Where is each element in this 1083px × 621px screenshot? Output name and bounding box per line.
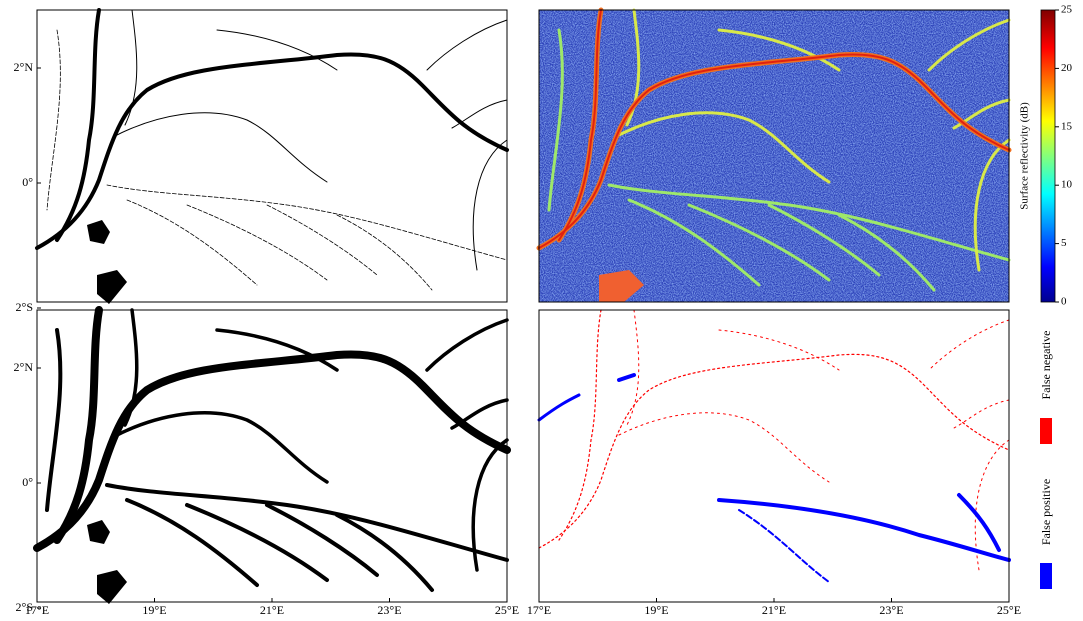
panel-errors [539, 310, 1009, 602]
legend-label: False positive [1039, 479, 1053, 545]
colorbar-tick-label: 0 [1061, 296, 1067, 308]
lon-tick-label: 23°E [377, 603, 401, 617]
lat-tick-label: 2°N [14, 60, 34, 74]
lon-tick-label: 25°E [997, 603, 1021, 617]
figure: Surface reflectivity (dB) False negative… [0, 0, 1083, 621]
lat-tick-label: 0° [22, 475, 33, 489]
lon-tick-label: 19°E [644, 603, 668, 617]
panel-reflectivity [539, 10, 1009, 302]
legend-swatch [1040, 563, 1052, 589]
lat-tick-label: 2°S [16, 600, 33, 614]
panel-prediction [37, 310, 507, 604]
lon-tick-label: 17°E [527, 603, 551, 617]
lat-tick-label: 2°S [16, 300, 33, 314]
colorbar-tick-label: 15 [1061, 120, 1073, 132]
colorbar-tick-label: 25 [1061, 4, 1073, 16]
lat-tick-label: 0° [22, 175, 33, 189]
colorbar-tick-label: 20 [1061, 62, 1073, 74]
lon-tick-label: 21°E [260, 603, 284, 617]
legend-swatch [1040, 418, 1052, 444]
colorbar-tick-label: 10 [1061, 179, 1073, 191]
lon-tick-label: 23°E [879, 603, 903, 617]
lon-tick-label: 21°E [762, 603, 786, 617]
colorbar-label: Surface reflectivity (dB) [1019, 102, 1031, 210]
panel-mask [37, 10, 507, 304]
legend-label: False negative [1039, 331, 1053, 400]
lon-tick-label: 25°E [495, 603, 519, 617]
colorbar-tick-label: 5 [1061, 237, 1067, 249]
lon-tick-label: 19°E [142, 603, 166, 617]
colorbar [1041, 10, 1055, 302]
lat-tick-label: 2°N [14, 360, 34, 374]
